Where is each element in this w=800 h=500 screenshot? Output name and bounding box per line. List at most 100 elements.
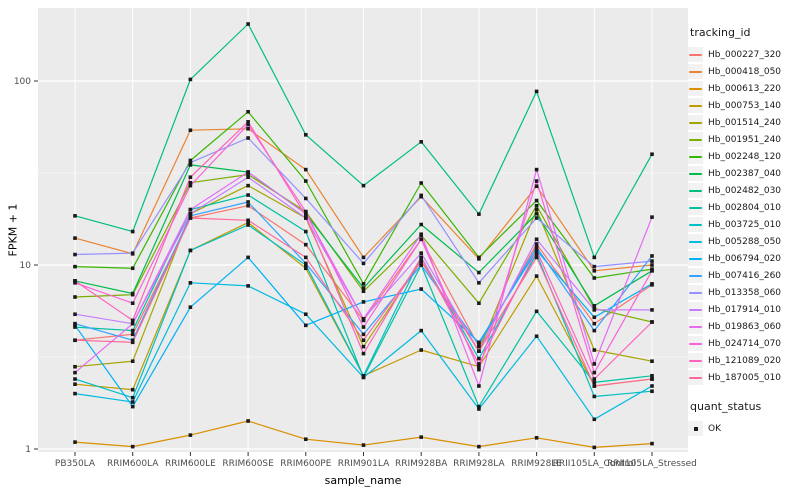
legend-key-line-icon [688, 285, 703, 300]
data-point-marker [419, 193, 423, 198]
data-point-marker [419, 348, 423, 352]
data-point-marker [361, 183, 366, 188]
legend-item-label: Hb_003725_010 [708, 219, 782, 230]
data-point-marker [650, 215, 654, 219]
data-point-marker [361, 286, 366, 290]
data-point-marker [73, 377, 77, 381]
data-point-marker [361, 344, 366, 349]
data-point-marker [361, 255, 366, 260]
legend-item-label: Hb_019863_060 [708, 321, 782, 332]
data-point-marker [130, 328, 135, 333]
legend-key-line-icon [688, 217, 703, 232]
data-point-marker [592, 328, 597, 333]
data-point-marker [534, 211, 539, 216]
legend-item: Hb_121089_020 [688, 352, 800, 369]
data-point-marker [304, 211, 308, 216]
data-point-marker [130, 400, 135, 404]
data-point-marker [188, 180, 193, 185]
legend-item-label: Hb_000753_140 [708, 100, 782, 111]
data-point-marker [477, 281, 481, 285]
data-point-marker [73, 364, 77, 369]
data-point-marker [130, 359, 135, 364]
data-point-marker [592, 348, 597, 352]
y-axis-title: FPKM + 1 [6, 203, 20, 257]
data-point-marker [534, 334, 539, 339]
data-point-marker [592, 308, 597, 312]
data-point-marker [477, 444, 481, 449]
data-point-marker [650, 320, 654, 324]
data-point-marker [477, 270, 481, 275]
legend-item-label: Hb_006794_020 [708, 253, 782, 264]
legend-key-line-icon [688, 64, 703, 79]
data-point-marker [534, 309, 539, 314]
legend-key-line-icon [688, 319, 703, 334]
data-point-marker [534, 184, 539, 189]
data-point-marker [419, 222, 423, 227]
data-point-marker [246, 200, 250, 204]
data-point-marker [361, 300, 366, 304]
data-point-marker [130, 444, 135, 449]
data-point-marker [592, 255, 597, 260]
data-point-marker [592, 362, 597, 366]
data-point-marker [73, 214, 77, 218]
legend-key-line-icon [688, 183, 703, 198]
data-point-marker [592, 304, 597, 308]
data-point-marker [592, 268, 597, 273]
data-point-marker [73, 370, 77, 375]
legend-key-line-icon [688, 370, 703, 385]
x-tick-label: RRIM600LE [165, 459, 216, 469]
data-point-marker [130, 321, 135, 326]
data-point-marker [246, 110, 250, 114]
data-point-marker [650, 152, 654, 157]
data-point-marker [188, 77, 193, 82]
data-point-marker [477, 301, 481, 305]
data-point-marker [130, 395, 135, 400]
legend-item: Hb_000227_320 [688, 46, 800, 63]
data-point-marker [188, 216, 193, 220]
y-tick-label: 100 [14, 77, 31, 87]
x-tick-label: RRIM600LA [107, 459, 159, 469]
data-point-marker [361, 375, 366, 380]
data-point-marker [534, 245, 539, 249]
data-point-marker [304, 133, 308, 137]
data-point-marker [73, 279, 77, 283]
x-tick-label: RRII105LA_Stressed [607, 459, 697, 469]
legend-key-square-icon [688, 421, 703, 436]
data-point-marker [188, 433, 193, 437]
data-point-marker [361, 289, 366, 294]
legend-item-label: Hb_013358_060 [708, 287, 782, 298]
data-point-marker [592, 384, 597, 388]
legend-item: Hb_002804_010 [688, 199, 800, 216]
data-point-marker [534, 207, 539, 212]
data-point-marker [246, 193, 250, 197]
data-point-marker [73, 236, 77, 240]
data-point-marker [304, 196, 308, 201]
x-tick-label: RRIM928LA [453, 459, 505, 469]
data-point-marker [130, 266, 135, 271]
data-point-marker [534, 216, 539, 220]
data-point-marker [304, 214, 308, 218]
data-point-marker [304, 312, 308, 317]
data-point-marker [188, 128, 193, 133]
data-point-marker [592, 445, 597, 450]
data-point-marker [246, 419, 250, 423]
data-point-marker [477, 340, 481, 345]
data-point-marker [246, 183, 250, 188]
data-point-marker [361, 325, 366, 329]
legend-item: Hb_005288_050 [688, 233, 800, 250]
data-point-marker [650, 384, 654, 388]
data-point-marker [130, 387, 135, 392]
data-point-marker [650, 373, 654, 378]
legend-item: Hb_187005_010 [688, 369, 800, 386]
data-point-marker [477, 364, 481, 369]
data-point-marker [534, 274, 539, 278]
legend-item-label: Hb_002387_040 [708, 168, 782, 179]
legend-item: Hb_013358_060 [688, 284, 800, 301]
data-point-marker [419, 140, 423, 144]
data-point-marker [650, 259, 654, 263]
legend-key-line-icon [688, 336, 703, 351]
legend-item: Hb_000613_220 [688, 80, 800, 97]
legend-item: Hb_002482_030 [688, 182, 800, 199]
